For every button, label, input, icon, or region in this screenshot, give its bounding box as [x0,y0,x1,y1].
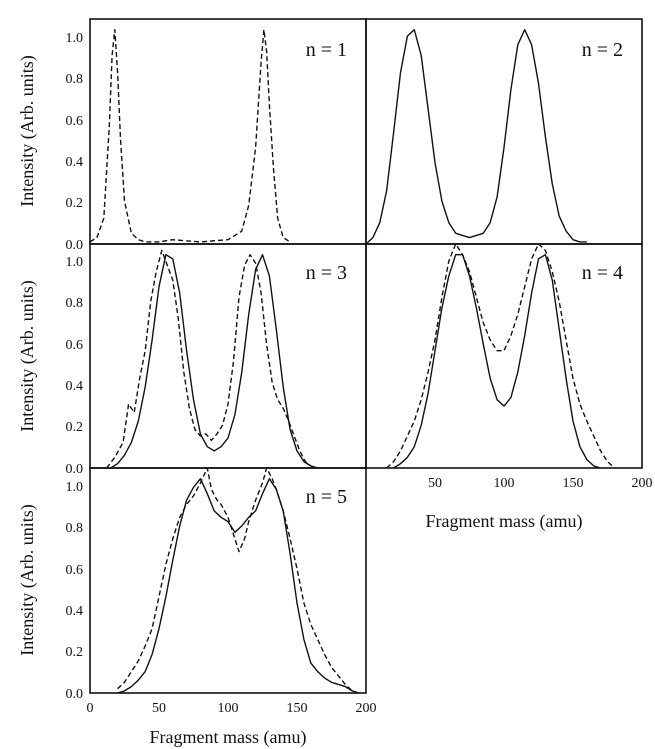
panel-n5-label: n = 5 [306,486,347,508]
y-tick-label: 0.8 [66,296,84,311]
y-axis-title-n5: Intensity (Arb. units) [17,504,38,655]
x-axis-title-n4: Fragment mass (amu) [426,511,583,532]
x-tick-label: 150 [563,476,584,491]
y-tick-label: 0.6 [66,114,84,129]
x-tick-label: 200 [632,476,653,491]
y-tick-label: 0.2 [66,645,84,660]
panel-n3-label: n = 3 [306,262,347,284]
panel-n4-label: n = 4 [582,262,623,284]
x-tick-label: 150 [287,701,308,716]
x-tick-label: 50 [152,701,166,716]
x-ticks-n5: 0 50 100 150 200 [87,701,377,716]
panel-n5-frame [89,467,367,694]
series-line-panel5-solid [117,478,360,694]
y-tick-label: 0.4 [66,379,84,394]
y-tick-label: 0.0 [66,238,84,253]
series-line-panel3-dashed [106,249,312,469]
series-line-panel1-dashed [89,29,291,243]
y-ticks-n5: 0.0 0.2 0.4 0.6 0.8 1.0 [66,480,84,702]
y-axis-title-n3: Intensity (Arb. units) [17,280,38,431]
y-axis-title-n1: Intensity (Arb. units) [17,55,38,206]
y-tick-label: 0.4 [66,604,84,619]
x-tick-label: 200 [356,701,377,716]
y-tick-label: 0.6 [66,338,84,353]
y-ticks-n3: 0.0 0.2 0.4 0.6 0.8 1.0 [66,255,84,477]
y-tick-label: 1.0 [66,480,84,495]
series-line-panel4-solid [393,254,601,469]
x-ticks-n4: 50 100 150 200 [428,476,653,491]
series-line-panel3-solid [110,254,318,469]
y-tick-label: 0.8 [66,521,84,536]
y-tick-label: 0.0 [66,687,84,702]
y-tick-label: 0.8 [66,72,84,87]
x-tick-label: 100 [494,476,515,491]
x-axis-title-n5: Fragment mass (amu) [150,727,307,748]
x-tick-label: 100 [218,701,239,716]
y-tick-label: 0.2 [66,420,84,435]
series-layer [89,29,615,694]
panel-n4-frame [365,243,643,469]
y-tick-label: 0.2 [66,196,84,211]
x-tick-label: 50 [428,476,442,491]
series-line-panel4-dashed [386,243,615,469]
y-tick-label: 1.0 [66,255,84,270]
y-ticks-n1: 0.0 0.2 0.4 0.6 0.8 1.0 [66,31,84,253]
y-tick-label: 0.6 [66,563,84,578]
y-tick-label: 0.0 [66,462,84,477]
y-tick-label: 1.0 [66,31,84,46]
series-line-panel5-dashed [117,467,353,692]
series-line-panel2-solid [365,29,587,245]
panel-n2-label: n = 2 [582,39,623,61]
y-tick-label: 0.4 [66,155,84,170]
panel-n1-label: n = 1 [306,39,347,61]
x-tick-label: 0 [87,701,94,716]
